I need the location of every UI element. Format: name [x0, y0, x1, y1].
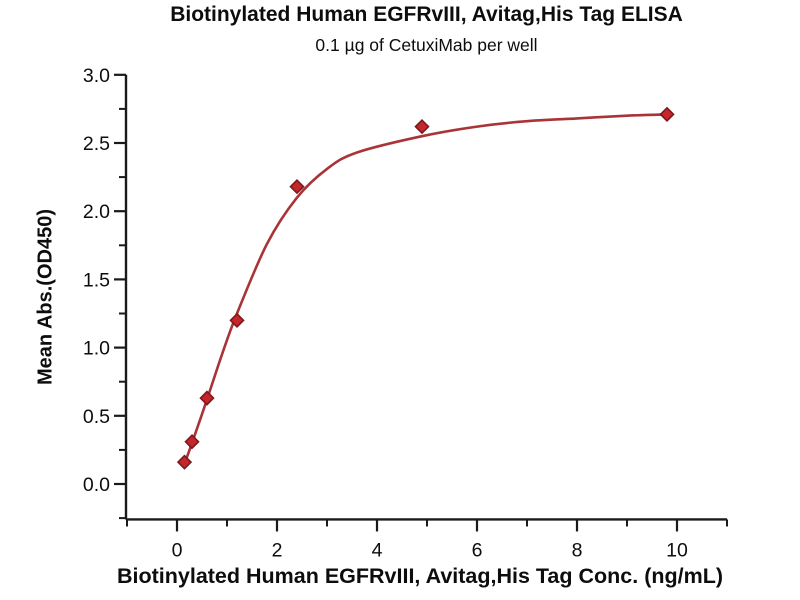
- x-tick-label: 2: [272, 539, 283, 561]
- x-axis-label: Biotinylated Human EGFRvIII, Avitag,His …: [116, 564, 724, 588]
- y-tick-label: 2.0: [83, 201, 110, 223]
- y-tick-label: 0.0: [83, 474, 110, 496]
- chart-title: Biotinylated Human EGFRvIII, Avitag,His …: [170, 3, 683, 26]
- y-tick-label: 2.5: [83, 133, 110, 155]
- data-point-marker: [414, 119, 430, 135]
- y-tick-label: 3.0: [83, 65, 110, 87]
- x-tick-label: 4: [372, 539, 383, 561]
- data-point-marker: [289, 179, 305, 195]
- x-tick-label: 8: [572, 539, 583, 561]
- x-tick-label: 6: [472, 539, 483, 561]
- y-tick-label: 1.0: [83, 338, 110, 360]
- y-tick-label: 1.5: [83, 269, 110, 291]
- data-point-marker: [176, 454, 193, 470]
- data-point-marker: [659, 106, 675, 122]
- data-point-marker: [184, 434, 200, 450]
- fit-curve: [183, 113, 668, 464]
- data-point-marker: [229, 312, 245, 328]
- y-axis-label: Mean Abs.(OD450): [34, 209, 57, 385]
- data-point-marker: [199, 390, 215, 406]
- chart-subtitle: 0.1 µg of CetuxiMab per well: [315, 35, 538, 55]
- x-tick-label: 10: [666, 539, 688, 561]
- x-tick-label: 0: [172, 539, 183, 561]
- y-tick-label: 0.5: [83, 406, 110, 428]
